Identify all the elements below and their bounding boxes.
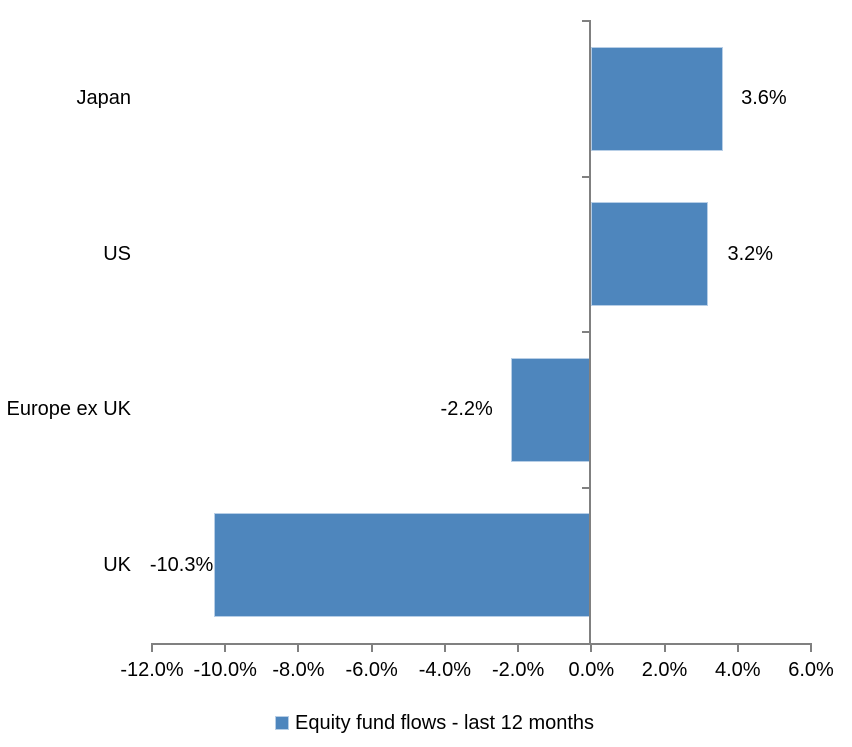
- category-label-us: US: [103, 242, 131, 265]
- x-axis-tick-label: -12.0%: [120, 659, 184, 681]
- x-axis-tick: [297, 643, 300, 652]
- data-label-europe-ex-uk: -2.2%: [440, 398, 493, 421]
- data-label-japan: 3.6%: [741, 87, 787, 110]
- bar-europe-ex-uk: [510, 357, 592, 462]
- x-axis-tick: [517, 643, 520, 652]
- category-axis-tick: [582, 486, 592, 489]
- legend: Equity fund flows - last 12 months: [275, 709, 594, 737]
- category-label-europe-ex-uk: Europe ex UK: [6, 398, 131, 421]
- x-axis-tick: [810, 643, 812, 652]
- x-axis-tick-label: 2.0%: [641, 659, 688, 681]
- x-axis-tick-label: -4.0%: [418, 659, 471, 681]
- data-label-uk: -10.3%: [149, 553, 214, 576]
- x-axis-tick: [151, 643, 153, 652]
- x-axis-tick: [736, 643, 739, 652]
- bar-us: [591, 202, 709, 307]
- legend-swatch-icon: [275, 716, 289, 730]
- data-label-us: 3.2%: [727, 242, 774, 265]
- x-axis-tick: [443, 643, 446, 652]
- x-axis-tick-label: -10.0%: [193, 659, 257, 681]
- x-axis-tick: [370, 643, 373, 652]
- category-axis-tick: [582, 331, 592, 333]
- x-axis-tick: [663, 643, 666, 652]
- category-axis-tick: [582, 20, 592, 22]
- bar-uk: [214, 513, 592, 618]
- legend-label: Equity fund flows - last 12 months: [295, 711, 595, 734]
- x-axis-tick-label: -2.0%: [491, 659, 545, 681]
- category-axis-tick: [582, 175, 592, 178]
- x-axis-tick-label: 6.0%: [788, 659, 834, 681]
- category-label-uk: UK: [103, 553, 131, 576]
- x-axis-tick-label: -8.0%: [272, 659, 325, 681]
- bar-japan: [591, 46, 724, 151]
- x-axis-line: [152, 643, 812, 645]
- x-axis-tick-label: -6.0%: [345, 659, 398, 681]
- x-axis-tick-label: 4.0%: [714, 659, 761, 681]
- x-axis-tick: [224, 643, 227, 652]
- x-axis-tick: [590, 643, 593, 652]
- x-axis-tick-label: 0.0%: [568, 659, 615, 681]
- category-label-japan: Japan: [76, 87, 132, 110]
